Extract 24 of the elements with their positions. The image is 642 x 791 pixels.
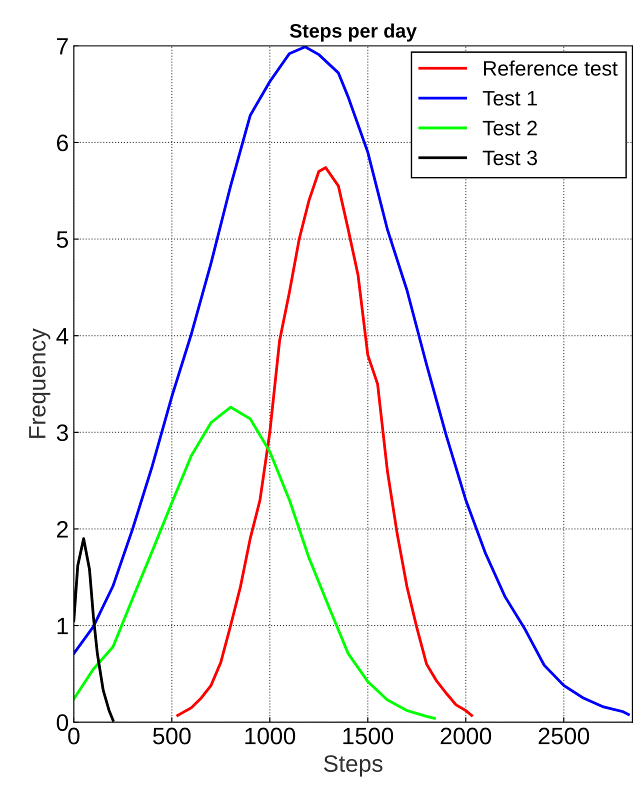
legend-label: Test 3 — [482, 150, 537, 166]
y-tick-label: 2 — [57, 521, 68, 538]
y-tick-label: 0 — [56, 714, 68, 731]
x-tick-label: 1000 — [245, 728, 296, 744]
line-series — [176, 166, 474, 717]
x-tick-label: 0 — [68, 728, 80, 744]
x-axis-title: Steps — [324, 755, 382, 777]
x-tick-label: 1500 — [343, 728, 394, 744]
y-tick-label: 4 — [56, 328, 68, 344]
legend-label: Test 2 — [482, 120, 537, 136]
y-tick-label: 6 — [57, 134, 68, 152]
y-axis-title: Frequency — [29, 328, 50, 438]
line-series — [74, 406, 436, 720]
legend-label: Test 1 — [482, 91, 537, 106]
line-series — [74, 46, 630, 716]
x-tick-label: 500 — [153, 728, 191, 744]
legend-label: Reference test — [484, 60, 618, 76]
chart-title: Steps per day — [290, 23, 417, 42]
x-tick-label: 2500 — [538, 728, 590, 744]
y-tick-label: 5 — [56, 231, 68, 248]
y-tick-label: 7 — [57, 38, 68, 54]
y-tick-label: 1 — [58, 618, 68, 634]
y-tick-label: 3 — [56, 424, 68, 442]
x-tick-label: 2000 — [440, 728, 492, 744]
